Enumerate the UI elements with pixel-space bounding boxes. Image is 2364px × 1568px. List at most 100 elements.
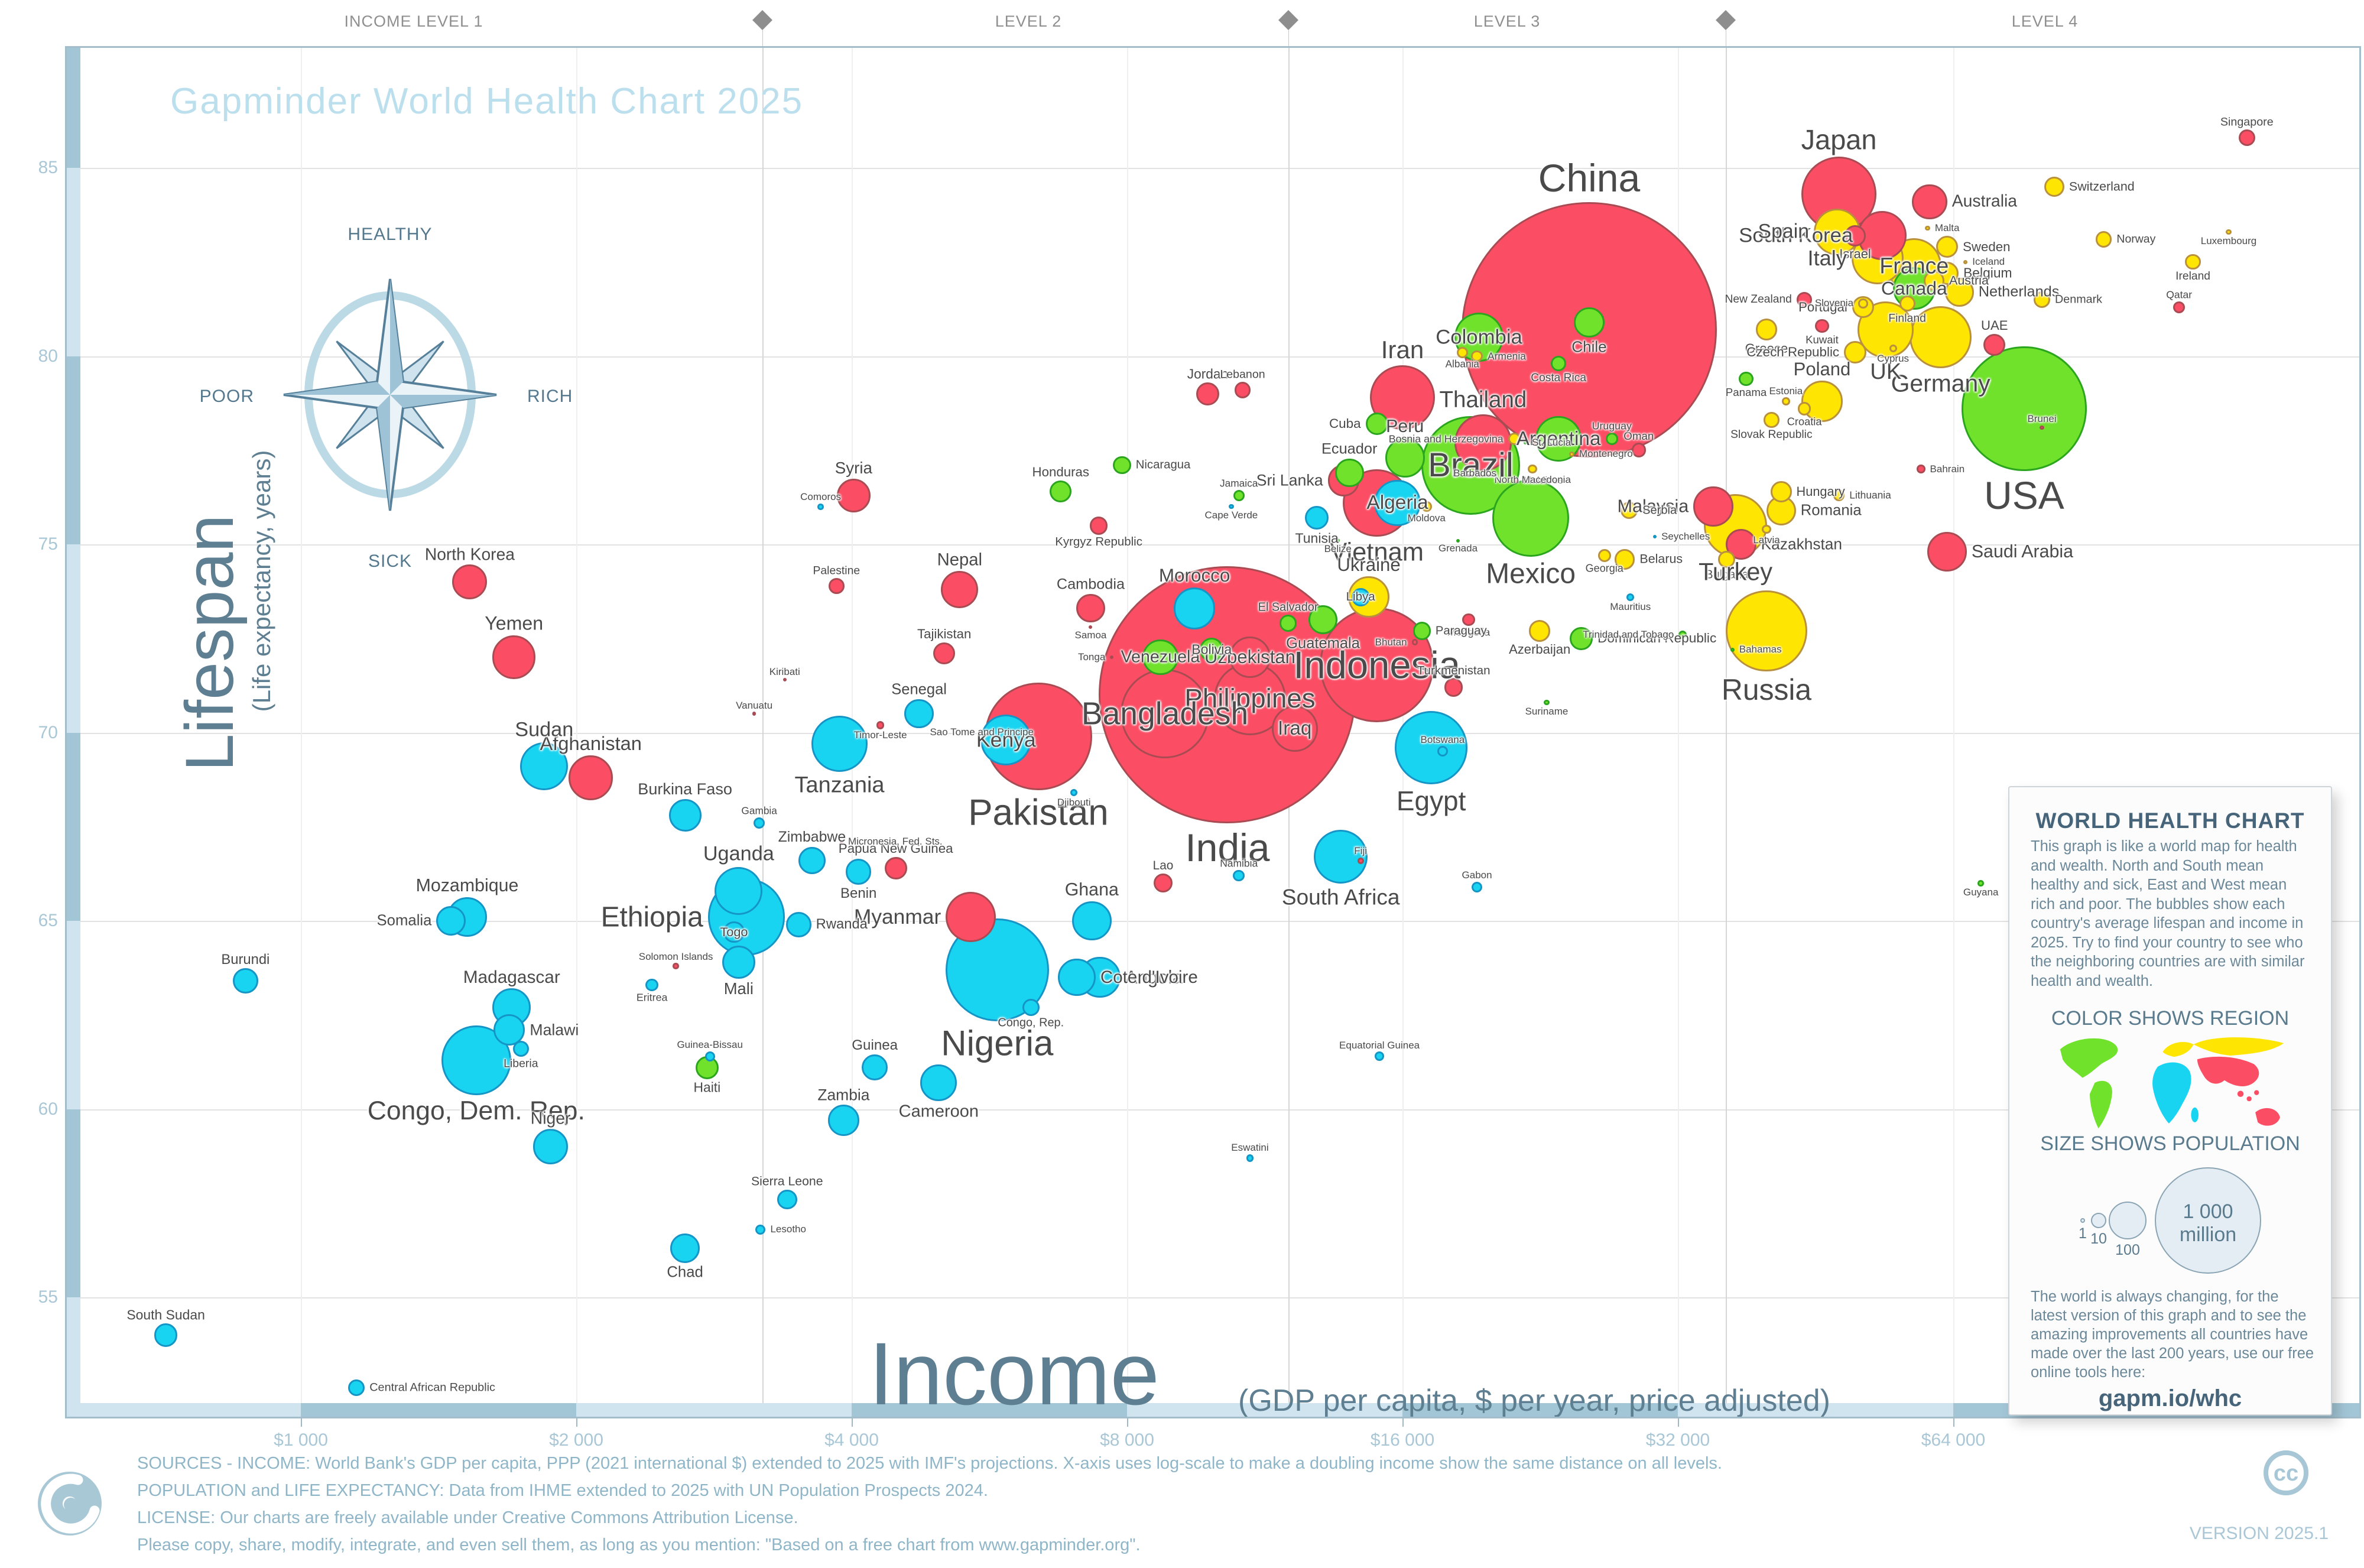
country-bubble[interactable] [1570,626,1593,650]
country-bubble[interactable] [1764,412,1780,428]
country-bubble[interactable] [1983,333,2006,356]
country-bubble[interactable] [1271,706,1318,752]
country-bubble[interactable] [777,1189,797,1210]
country-bubble[interactable] [1977,880,1984,887]
country-bubble[interactable] [980,715,1032,766]
country-bubble[interactable] [1924,270,1944,291]
country-bubble[interactable] [2033,291,2051,308]
country-bubble[interactable] [1762,524,1771,534]
country-bubble[interactable] [1718,550,1736,568]
country-bubble[interactable] [2238,129,2255,147]
country-bubble[interactable] [1089,516,1108,535]
country-bubble[interactable] [876,720,885,729]
country-bubble[interactable] [1962,346,2087,472]
country-bubble[interactable] [452,564,488,600]
country-bubble[interactable] [1196,382,1219,405]
country-bubble[interactable] [1246,1154,1254,1162]
country-bubble[interactable] [1615,549,1635,570]
country-bubble[interactable] [839,840,843,844]
country-bubble[interactable] [1631,443,1647,458]
country-bubble[interactable] [1437,746,1448,757]
country-bubble[interactable] [1815,319,1829,333]
country-bubble[interactable] [1113,456,1131,475]
country-bubble[interactable] [1726,590,1807,672]
country-bubble[interactable] [1796,291,1813,308]
country-bubble[interactable] [811,716,868,772]
country-bubble[interactable] [1653,535,1657,539]
country-bubble[interactable] [1605,433,1618,446]
country-bubble[interactable] [492,635,536,679]
country-bubble[interactable] [532,1129,569,1164]
country-bubble[interactable] [1927,532,1967,572]
country-bubble[interactable] [348,1379,365,1397]
country-bubble[interactable] [1471,350,1483,362]
country-bubble[interactable] [1597,549,1611,563]
country-bubble[interactable] [817,504,824,510]
country-bubble[interactable] [946,892,996,943]
country-bubble[interactable] [828,577,845,594]
country-bubble[interactable] [904,699,934,729]
country-bubble[interactable] [1058,958,1096,996]
country-bubble[interactable] [1899,295,1915,311]
country-bubble[interactable] [884,856,907,879]
country-bubble[interactable] [1365,413,1388,436]
country-bubble[interactable] [1917,465,1925,473]
legend-link[interactable]: gapm.io/whc [2098,1385,2242,1411]
country-bubble[interactable] [980,738,984,742]
country-bubble[interactable] [154,1323,178,1347]
country-bubble[interactable] [1229,504,1234,509]
country-bubble[interactable] [2173,301,2186,313]
country-bubble[interactable] [1173,587,1216,629]
country-bubble[interactable] [785,911,811,937]
country-bubble[interactable] [1233,869,1245,882]
country-bubble[interactable] [1050,481,1072,503]
country-bubble[interactable] [1912,184,1947,220]
country-bubble[interactable] [1725,528,1756,560]
country-bubble[interactable] [1678,630,1687,639]
country-bubble[interactable] [645,978,658,991]
country-bubble[interactable] [1574,307,1605,337]
country-bubble[interactable] [1739,371,1753,386]
country-bubble[interactable] [1314,830,1368,884]
country-bubble[interactable] [1845,225,1866,246]
country-bubble[interactable] [1336,538,1340,543]
country-bubble[interactable] [2040,425,2044,430]
country-bubble[interactable] [782,678,787,682]
country-bubble[interactable] [1394,711,1468,784]
country-bubble[interactable] [836,478,871,512]
country-bubble[interactable] [1936,236,1959,258]
country-bubble[interactable] [845,859,872,885]
country-bubble[interactable] [1844,341,1866,364]
country-bubble[interactable] [1154,874,1173,893]
country-bubble[interactable] [1544,699,1550,706]
country-bubble[interactable] [1229,637,1271,678]
country-bubble[interactable] [754,817,765,829]
country-bubble[interactable] [1755,319,1778,341]
country-bubble[interactable] [1889,345,1897,353]
country-bubble[interactable] [1782,397,1790,405]
country-bubble[interactable] [1071,901,1112,941]
country-bubble[interactable] [569,755,613,800]
country-bubble[interactable] [436,906,466,936]
country-bubble[interactable] [1456,538,1460,543]
country-bubble[interactable] [1456,346,1468,358]
country-bubble[interactable] [1334,458,1364,488]
country-bubble[interactable] [722,945,755,979]
country-bubble[interactable] [920,1064,957,1101]
country-bubble[interactable] [1462,613,1475,626]
country-bubble[interactable] [1233,489,1245,501]
country-bubble[interactable] [1730,647,1735,652]
country-bubble[interactable] [1925,225,1930,231]
country-bubble[interactable] [2226,229,2232,235]
country-bubble[interactable] [1797,402,1811,415]
country-bubble[interactable] [941,571,979,608]
country-bubble[interactable] [1200,638,1224,662]
country-bubble[interactable] [1626,593,1635,601]
country-bubble[interactable] [2044,176,2064,197]
country-bubble[interactable] [673,963,679,969]
country-bubble[interactable] [1120,669,1210,758]
country-bubble[interactable] [828,1105,859,1136]
country-bubble[interactable] [1492,479,1570,557]
country-bubble[interactable] [933,642,956,665]
country-bubble[interactable] [1374,479,1421,527]
